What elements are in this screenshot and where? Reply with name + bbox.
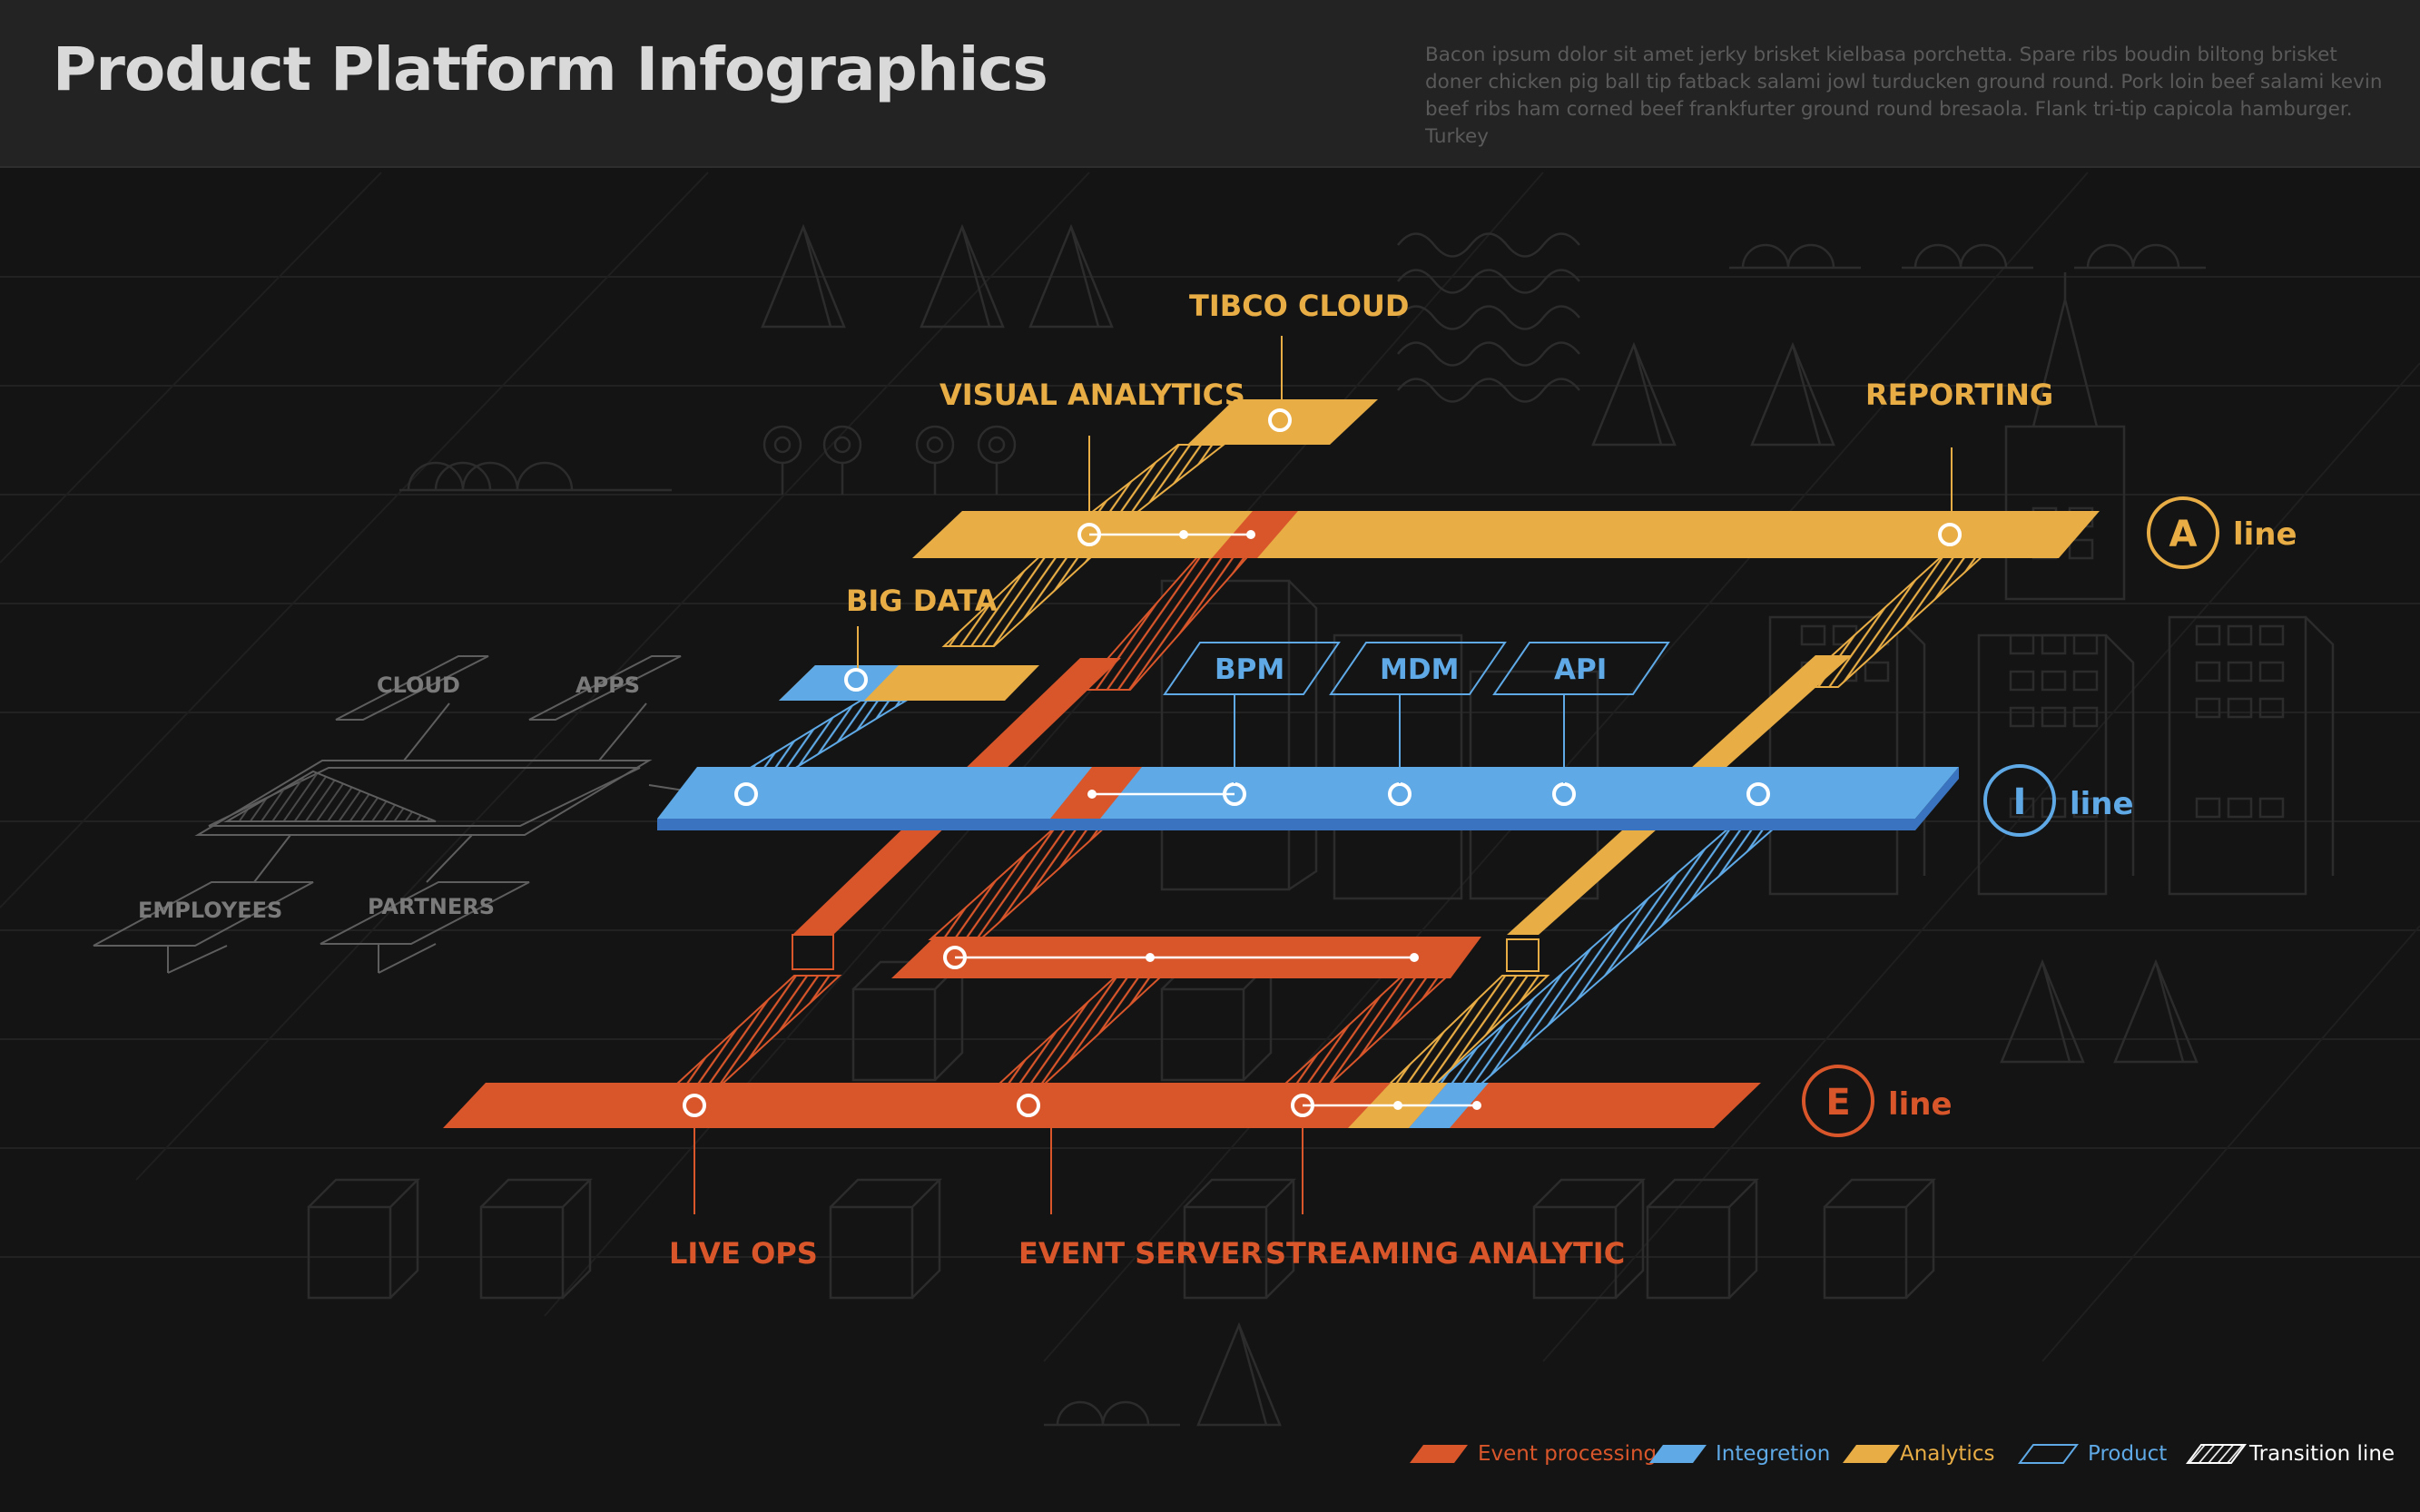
- building-icon: [1160, 272, 2335, 900]
- live-ops-station[interactable]: [683, 1094, 706, 1117]
- tree-icon: [762, 425, 1017, 495]
- e-line-word: line: [1888, 1086, 1953, 1123]
- big-data-label: BIG DATA: [846, 584, 998, 618]
- employees-label: EMPLOYEES: [138, 898, 282, 923]
- legend-event-processing: Event processing: [1478, 1442, 1657, 1466]
- tibco-cloud-station[interactable]: [1268, 408, 1292, 432]
- bush-icon: [399, 243, 2206, 1427]
- api-label: API: [1554, 653, 1607, 686]
- i-line-badge: I line: [1983, 764, 2134, 837]
- tibco-cloud-pad: [1187, 399, 1378, 445]
- e-line-circle-icon: [1802, 1065, 1874, 1137]
- visual-analytics-station[interactable]: [1077, 523, 1101, 546]
- i-line-reporting-station[interactable]: [1746, 782, 1770, 806]
- a-line-circle-icon: [2147, 496, 2219, 569]
- e-line-track: [443, 1083, 1761, 1128]
- live-ops-connector: [674, 975, 842, 1085]
- legend-product: Product: [2088, 1442, 2167, 1466]
- streaming-analytic-label: STREAMING ANALYTIC: [1265, 1236, 1625, 1271]
- live-ops-label: LIVE OPS: [669, 1236, 818, 1271]
- event-mid-station[interactable]: [943, 946, 967, 969]
- legend-analytics: Analytics: [1900, 1442, 1994, 1466]
- api-station[interactable]: [1552, 782, 1576, 806]
- bpm-label: BPM: [1215, 653, 1284, 686]
- e-line-letter: E: [1825, 1082, 1850, 1124]
- a-line-word: line: [2233, 516, 2297, 553]
- reporting-station[interactable]: [1938, 523, 1962, 546]
- big-data-station[interactable]: [844, 668, 868, 692]
- page-title: Product Platform Infographics: [53, 34, 1048, 104]
- mdm-label: MDM: [1380, 653, 1459, 686]
- bpm-pad: [1163, 642, 1341, 695]
- a-line-badge: A line: [2147, 496, 2297, 569]
- hub-outline: [194, 760, 653, 836]
- legend-transition-line: Transition line: [2248, 1442, 2395, 1466]
- client-cluster: [93, 655, 691, 974]
- apps-label: APPS: [575, 673, 640, 698]
- bpm-station[interactable]: [1223, 782, 1246, 806]
- reporting-label: REPORTING: [1865, 378, 2053, 412]
- streaming-analytic-station[interactable]: [1291, 1094, 1314, 1117]
- mdm-station[interactable]: [1388, 782, 1412, 806]
- legend: Event processing Integretion Analytics P…: [1410, 1442, 2395, 1466]
- api-pad: [1492, 642, 1670, 695]
- i-line-track: [657, 767, 1959, 819]
- product-outline-swatch: [2018, 1444, 2079, 1464]
- cloud-node-shape: [335, 655, 489, 721]
- wave-decor: [1397, 232, 1580, 403]
- header-bar: Product Platform Infographics Bacon ipsu…: [0, 0, 2420, 168]
- background-decor: [0, 172, 2420, 1427]
- cloud-label: CLOUD: [377, 673, 460, 698]
- tibco-cloud-label: TIBCO CLOUD: [1189, 289, 1409, 323]
- i-line-word: line: [2070, 786, 2134, 822]
- apps-node-shape: [528, 655, 682, 721]
- legend-integration: Integretion: [1716, 1442, 1830, 1466]
- i-line-letter: I: [2013, 781, 2027, 823]
- partners-node-shape: [320, 881, 530, 945]
- mdm-pad: [1329, 642, 1507, 695]
- event-server-station[interactable]: [1017, 1094, 1040, 1117]
- big-data-blue-connector: [741, 700, 910, 772]
- big-data-pad-blue: [779, 665, 899, 701]
- partners-label: PARTNERS: [368, 894, 495, 919]
- i-line-big-data-station[interactable]: [734, 782, 758, 806]
- analytics-swatch: [1843, 1445, 1900, 1463]
- cube-icon: [307, 960, 1937, 1300]
- employees-node-shape: [93, 881, 314, 947]
- a-line-letter: A: [2169, 514, 2198, 555]
- header-description: Bacon ipsum dolor sit amet jerky brisket…: [1425, 44, 2383, 148]
- i-line-circle-icon: [1983, 764, 2056, 837]
- a-line-track: [912, 511, 2100, 558]
- e-line-badge: E line: [1802, 1065, 1953, 1137]
- pyramid-icon: [761, 223, 2199, 1427]
- transition-hatch-swatch: [2186, 1444, 2247, 1464]
- event-server-label: EVENT SERVER: [1018, 1236, 1263, 1271]
- event-processing-swatch: [1410, 1445, 1468, 1463]
- integration-swatch: [1649, 1445, 1707, 1463]
- event-server-connector: [996, 975, 1165, 1085]
- visual-analytics-label: VISUAL ANALYTICS: [939, 378, 1245, 412]
